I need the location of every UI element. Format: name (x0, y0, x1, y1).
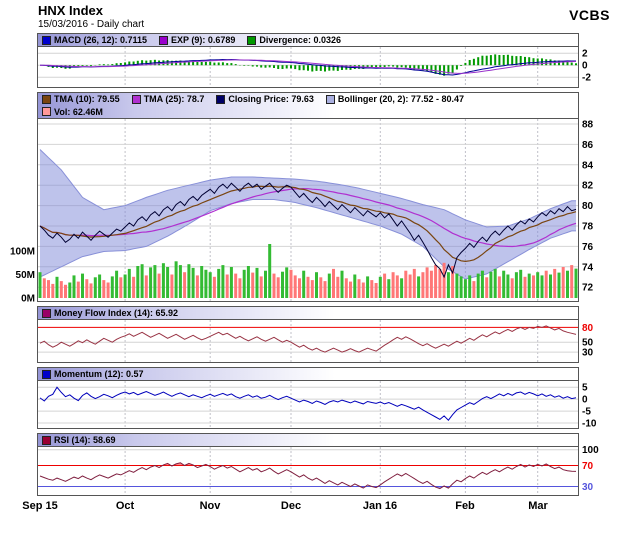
legend-item-divergence: Divergence: 0.0326 (247, 35, 341, 45)
svg-text:78: 78 (582, 222, 594, 233)
x-axis-label-feb: Feb (455, 500, 475, 512)
price-volume-plot: 88 86 84 82 80 78 76 74 72 100M 50M 0M (10, 118, 594, 303)
closing-price-swatch-icon (216, 94, 226, 104)
brand-logo: VCBS (569, 7, 610, 23)
chart-date-subtitle: 15/03/2016 - Daily chart (38, 19, 145, 30)
x-axis-label-oct: Oct (115, 500, 135, 512)
svg-text:0: 0 (582, 395, 588, 406)
svg-text:-10: -10 (582, 419, 597, 430)
legend-label-macd: MACD (26, 12): 0.7115 (54, 35, 148, 45)
legend-label-mfi: Money Flow Index (14): 65.92 (54, 308, 179, 318)
svg-text:82: 82 (582, 181, 594, 192)
momentum-legend: Momentum (12): 0.57 (37, 367, 579, 380)
momentum-plot: 50-5-10 (37, 380, 597, 430)
svg-text:100M: 100M (10, 247, 35, 258)
macd-swatch-icon (42, 35, 51, 45)
legend-item-rsi: RSI (14): 58.69 (42, 435, 116, 445)
mfi-legend: Money Flow Index (14): 65.92 (37, 306, 579, 319)
svg-text:86: 86 (582, 140, 594, 151)
legend-label-rsi: RSI (14): 58.69 (54, 435, 116, 445)
svg-text:50M: 50M (16, 270, 35, 281)
legend-label-closing-price: Closing Price: 79.63 (228, 94, 314, 104)
bollinger-swatch-icon (325, 94, 335, 104)
svg-text:-2: -2 (582, 73, 591, 84)
momentum-panel: Momentum (12): 0.57 5 0 -5 -10 (0, 367, 620, 429)
legend-item-tma10: TMA (10): 79.55 (42, 94, 120, 104)
svg-text:2: 2 (582, 49, 588, 60)
x-axis-label-jan-16: Jan 16 (362, 500, 398, 512)
svg-text:30: 30 (582, 482, 594, 493)
exp-swatch-icon (159, 35, 169, 45)
legend-item-momentum: Momentum (12): 0.57 (42, 369, 144, 379)
price-legend-row2: Vol: 62.46M (37, 105, 579, 118)
legend-item-macd: MACD (26, 12): 0.7115 (42, 35, 147, 45)
svg-text:100: 100 (582, 446, 599, 456)
legend-label-exp: EXP (9): 0.6789 (171, 35, 236, 45)
mfi-panel: Money Flow Index (14): 65.92 80 50 30 (0, 306, 620, 363)
volume-swatch-icon (42, 107, 51, 116)
legend-item-volume: Vol: 62.46M (42, 107, 103, 117)
svg-text:72: 72 (582, 283, 594, 294)
tma10-swatch-icon (42, 94, 51, 104)
svg-text:5: 5 (582, 383, 588, 394)
rsi-swatch-icon (42, 435, 51, 445)
page-title: HNX Index (38, 3, 104, 18)
tma25-swatch-icon (131, 94, 141, 104)
svg-text:80: 80 (582, 323, 594, 334)
legend-label-tma25: TMA (25): 78.7 (143, 94, 205, 104)
svg-text:0M: 0M (21, 294, 35, 303)
macd-plot: 20-2 (37, 46, 591, 88)
svg-text:80: 80 (582, 201, 594, 212)
legend-label-bollinger: Bollinger (20, 2): 77.52 - 80.47 (337, 94, 464, 104)
rsi-legend: RSI (14): 58.69 (37, 433, 579, 446)
rsi-panel: RSI (14): 58.69 100 70 30 (0, 433, 620, 496)
price-legend-row1: TMA (10): 79.55 TMA (25): 78.7 Closing P… (37, 92, 579, 105)
legend-item-exp: EXP (9): 0.6789 (159, 35, 235, 45)
x-axis-label-sep-15: Sep 15 (22, 500, 58, 512)
svg-text:84: 84 (582, 160, 594, 171)
legend-label-divergence: Divergence: 0.0326 (259, 35, 341, 45)
momentum-swatch-icon (42, 369, 51, 379)
legend-label-volume: Vol: 62.46M (54, 106, 103, 117)
svg-text:-5: -5 (582, 407, 591, 418)
svg-text:30: 30 (582, 348, 594, 359)
legend-item-bollinger: Bollinger (20, 2): 77.52 - 80.47 (325, 94, 464, 104)
x-axis-label-nov: Nov (199, 500, 221, 512)
svg-text:88: 88 (582, 120, 594, 131)
legend-label-momentum: Momentum (12): 0.57 (54, 369, 144, 379)
svg-text:50: 50 (582, 338, 594, 349)
divergence-swatch-icon (247, 35, 257, 45)
svg-text:76: 76 (582, 242, 594, 253)
mfi-swatch-icon (42, 308, 51, 318)
rsi-plot: 100 70 30 (37, 446, 599, 496)
x-axis-label-dec: Dec (280, 500, 302, 512)
legend-item-closing-price: Closing Price: 79.63 (216, 94, 314, 104)
legend-label-tma10: TMA (10): 79.55 (54, 94, 120, 104)
x-axis-label-mar: Mar (528, 500, 548, 512)
legend-item-tma25: TMA (25): 78.7 (131, 94, 205, 104)
svg-text:70: 70 (582, 461, 594, 472)
svg-text:74: 74 (582, 262, 594, 273)
svg-text:0: 0 (582, 61, 588, 72)
price-panel: TMA (10): 79.55 TMA (25): 78.7 Closing P… (0, 92, 620, 302)
legend-item-mfi: Money Flow Index (14): 65.92 (42, 308, 178, 318)
x-axis: Sep 15 Oct Nov Dec Jan 16 Feb Mar (0, 500, 620, 516)
macd-panel: MACD (26, 12): 0.7115 EXP (9): 0.6789 Di… (0, 33, 620, 88)
macd-legend: MACD (26, 12): 0.7115 EXP (9): 0.6789 Di… (37, 33, 579, 46)
